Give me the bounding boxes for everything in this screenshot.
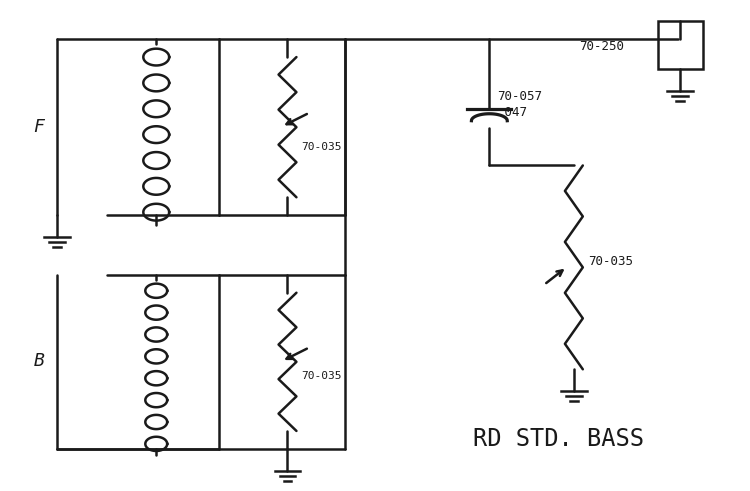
Text: 70-035: 70-035: [588, 255, 633, 269]
Text: B: B: [34, 353, 44, 370]
Text: RD STD. BASS: RD STD. BASS: [473, 427, 644, 451]
Bar: [658, 21, 704, 69]
Text: 70-035: 70-035: [302, 371, 342, 381]
Text: 70-035: 70-035: [302, 141, 342, 152]
Text: 70-057: 70-057: [497, 90, 542, 103]
Text: 70-250: 70-250: [579, 40, 624, 53]
Text: F: F: [34, 118, 44, 136]
Text: .047: .047: [497, 106, 527, 119]
